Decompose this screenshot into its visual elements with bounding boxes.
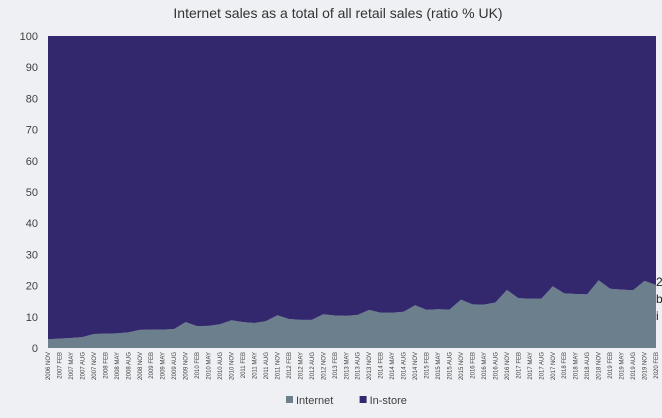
x-tick-label: 2009 MAY bbox=[161, 352, 167, 380]
x-tick-label: 2015 NOV bbox=[459, 352, 465, 380]
x-tick-label: 2014 FEB bbox=[379, 352, 385, 379]
y-tick-label: 10 bbox=[26, 312, 38, 324]
legend-swatch bbox=[286, 396, 293, 403]
x-tick-label: 2014 MAY bbox=[390, 352, 396, 380]
x-tick-label: 2008 FEB bbox=[103, 352, 109, 379]
x-tick-label: 2012 AUG bbox=[310, 352, 316, 380]
x-tick-label: 2015 AUG bbox=[448, 352, 454, 380]
plot-area bbox=[48, 36, 656, 348]
x-tick-label: 2017 FEB bbox=[516, 352, 522, 379]
x-tick-label: 2008 NOV bbox=[138, 352, 144, 380]
x-tick-label: 2007 FEB bbox=[57, 352, 63, 379]
x-axis: 2006 NOV 2007 FEB 2007 MAY 2007 AUG 2007 NOV… bbox=[46, 352, 660, 380]
x-tick-label: 2019 FEB bbox=[608, 352, 614, 379]
x-tick-label: 2008 AUG bbox=[126, 352, 132, 380]
legend-swatch bbox=[359, 396, 367, 403]
x-tick-label: 2011 AUG bbox=[264, 352, 270, 380]
x-tick-label: 2011 MAY bbox=[252, 352, 258, 379]
right-edge-text: 2 bi bbox=[656, 275, 662, 323]
x-tick-label: 2007 NOV bbox=[92, 352, 98, 380]
x-tick-label: 2018 FEB bbox=[562, 352, 568, 379]
x-tick-label: 2020 FEB bbox=[654, 352, 660, 379]
y-tick-label: 30 bbox=[26, 249, 38, 261]
y-tick-label: 90 bbox=[26, 62, 38, 74]
y-tick-label: 20 bbox=[26, 281, 38, 293]
x-tick-label: 2006 NOV bbox=[46, 352, 52, 380]
x-tick-label: 2019 AUG bbox=[631, 352, 637, 380]
x-tick-label: 2012 FEB bbox=[287, 352, 293, 379]
x-tick-label: 2009 AUG bbox=[172, 352, 178, 380]
x-tick-label: 2017 AUG bbox=[539, 352, 545, 380]
legend-label: Internet bbox=[296, 395, 333, 407]
x-tick-label: 2017 NOV bbox=[551, 352, 557, 380]
y-tick-label: 100 bbox=[20, 31, 38, 43]
x-tick-label: 2018 MAY bbox=[574, 352, 580, 380]
y-tick-label: 60 bbox=[26, 156, 38, 168]
chart-title: Internet sales as a total of all retail … bbox=[173, 5, 502, 21]
y-axis: 0 10 20 30 40 50 60 70 80 90 100 bbox=[20, 31, 38, 355]
edge-text-fragment: 2 bbox=[656, 275, 662, 289]
x-tick-label: 2019 MAY bbox=[620, 352, 626, 380]
x-tick-label: 2017 MAY bbox=[528, 352, 534, 380]
x-tick-label: 2018 NOV bbox=[597, 352, 603, 380]
y-tick-label: 0 bbox=[32, 343, 38, 355]
x-tick-label: 2013 FEB bbox=[333, 352, 339, 379]
x-tick-label: 2013 MAY bbox=[344, 352, 350, 380]
area-series-in-store bbox=[48, 36, 656, 340]
x-tick-label: 2016 MAY bbox=[482, 352, 488, 380]
y-tick-label: 80 bbox=[26, 93, 38, 105]
x-tick-label: 2014 AUG bbox=[402, 352, 408, 380]
x-tick-label: 2014 NOV bbox=[413, 352, 419, 380]
x-tick-label: 2012 NOV bbox=[321, 352, 327, 380]
y-tick-label: 50 bbox=[26, 187, 38, 199]
legend-label: In-store bbox=[370, 395, 407, 407]
x-tick-label: 2010 AUG bbox=[218, 352, 224, 380]
x-tick-label: 2011 FEB bbox=[241, 352, 247, 378]
x-tick-label: 2015 FEB bbox=[425, 352, 431, 379]
x-tick-label: 2009 NOV bbox=[184, 352, 190, 380]
x-tick-label: 2011 NOV bbox=[275, 352, 281, 380]
x-tick-label: 2012 MAY bbox=[298, 352, 304, 380]
x-tick-label: 2013 NOV bbox=[367, 352, 373, 380]
x-tick-label: 2016 NOV bbox=[505, 352, 511, 380]
x-tick-label: 2013 AUG bbox=[356, 352, 362, 380]
x-tick-label: 2010 FEB bbox=[195, 352, 201, 379]
x-tick-label: 2016 FEB bbox=[470, 352, 476, 379]
x-tick-label: 2010 MAY bbox=[207, 352, 213, 380]
x-tick-label: 2009 FEB bbox=[149, 352, 155, 379]
x-tick-label: 2018 AUG bbox=[585, 352, 591, 380]
edge-text-fragment: b bbox=[656, 292, 662, 306]
x-tick-label: 2019 NOV bbox=[643, 352, 649, 380]
x-tick-label: 2008 MAY bbox=[115, 352, 121, 380]
x-tick-label: 2010 NOV bbox=[230, 352, 236, 380]
x-tick-label: 2016 AUG bbox=[493, 352, 499, 380]
edge-text-fragment: i bbox=[656, 309, 659, 323]
x-tick-label: 2007 MAY bbox=[69, 352, 75, 380]
y-tick-label: 40 bbox=[26, 218, 38, 230]
x-tick-label: 2015 MAY bbox=[436, 352, 442, 380]
x-tick-label: 2007 AUG bbox=[80, 352, 86, 380]
area-series-internet bbox=[48, 280, 656, 348]
legend: Internet In-store bbox=[286, 395, 407, 407]
y-tick-label: 70 bbox=[26, 125, 38, 137]
